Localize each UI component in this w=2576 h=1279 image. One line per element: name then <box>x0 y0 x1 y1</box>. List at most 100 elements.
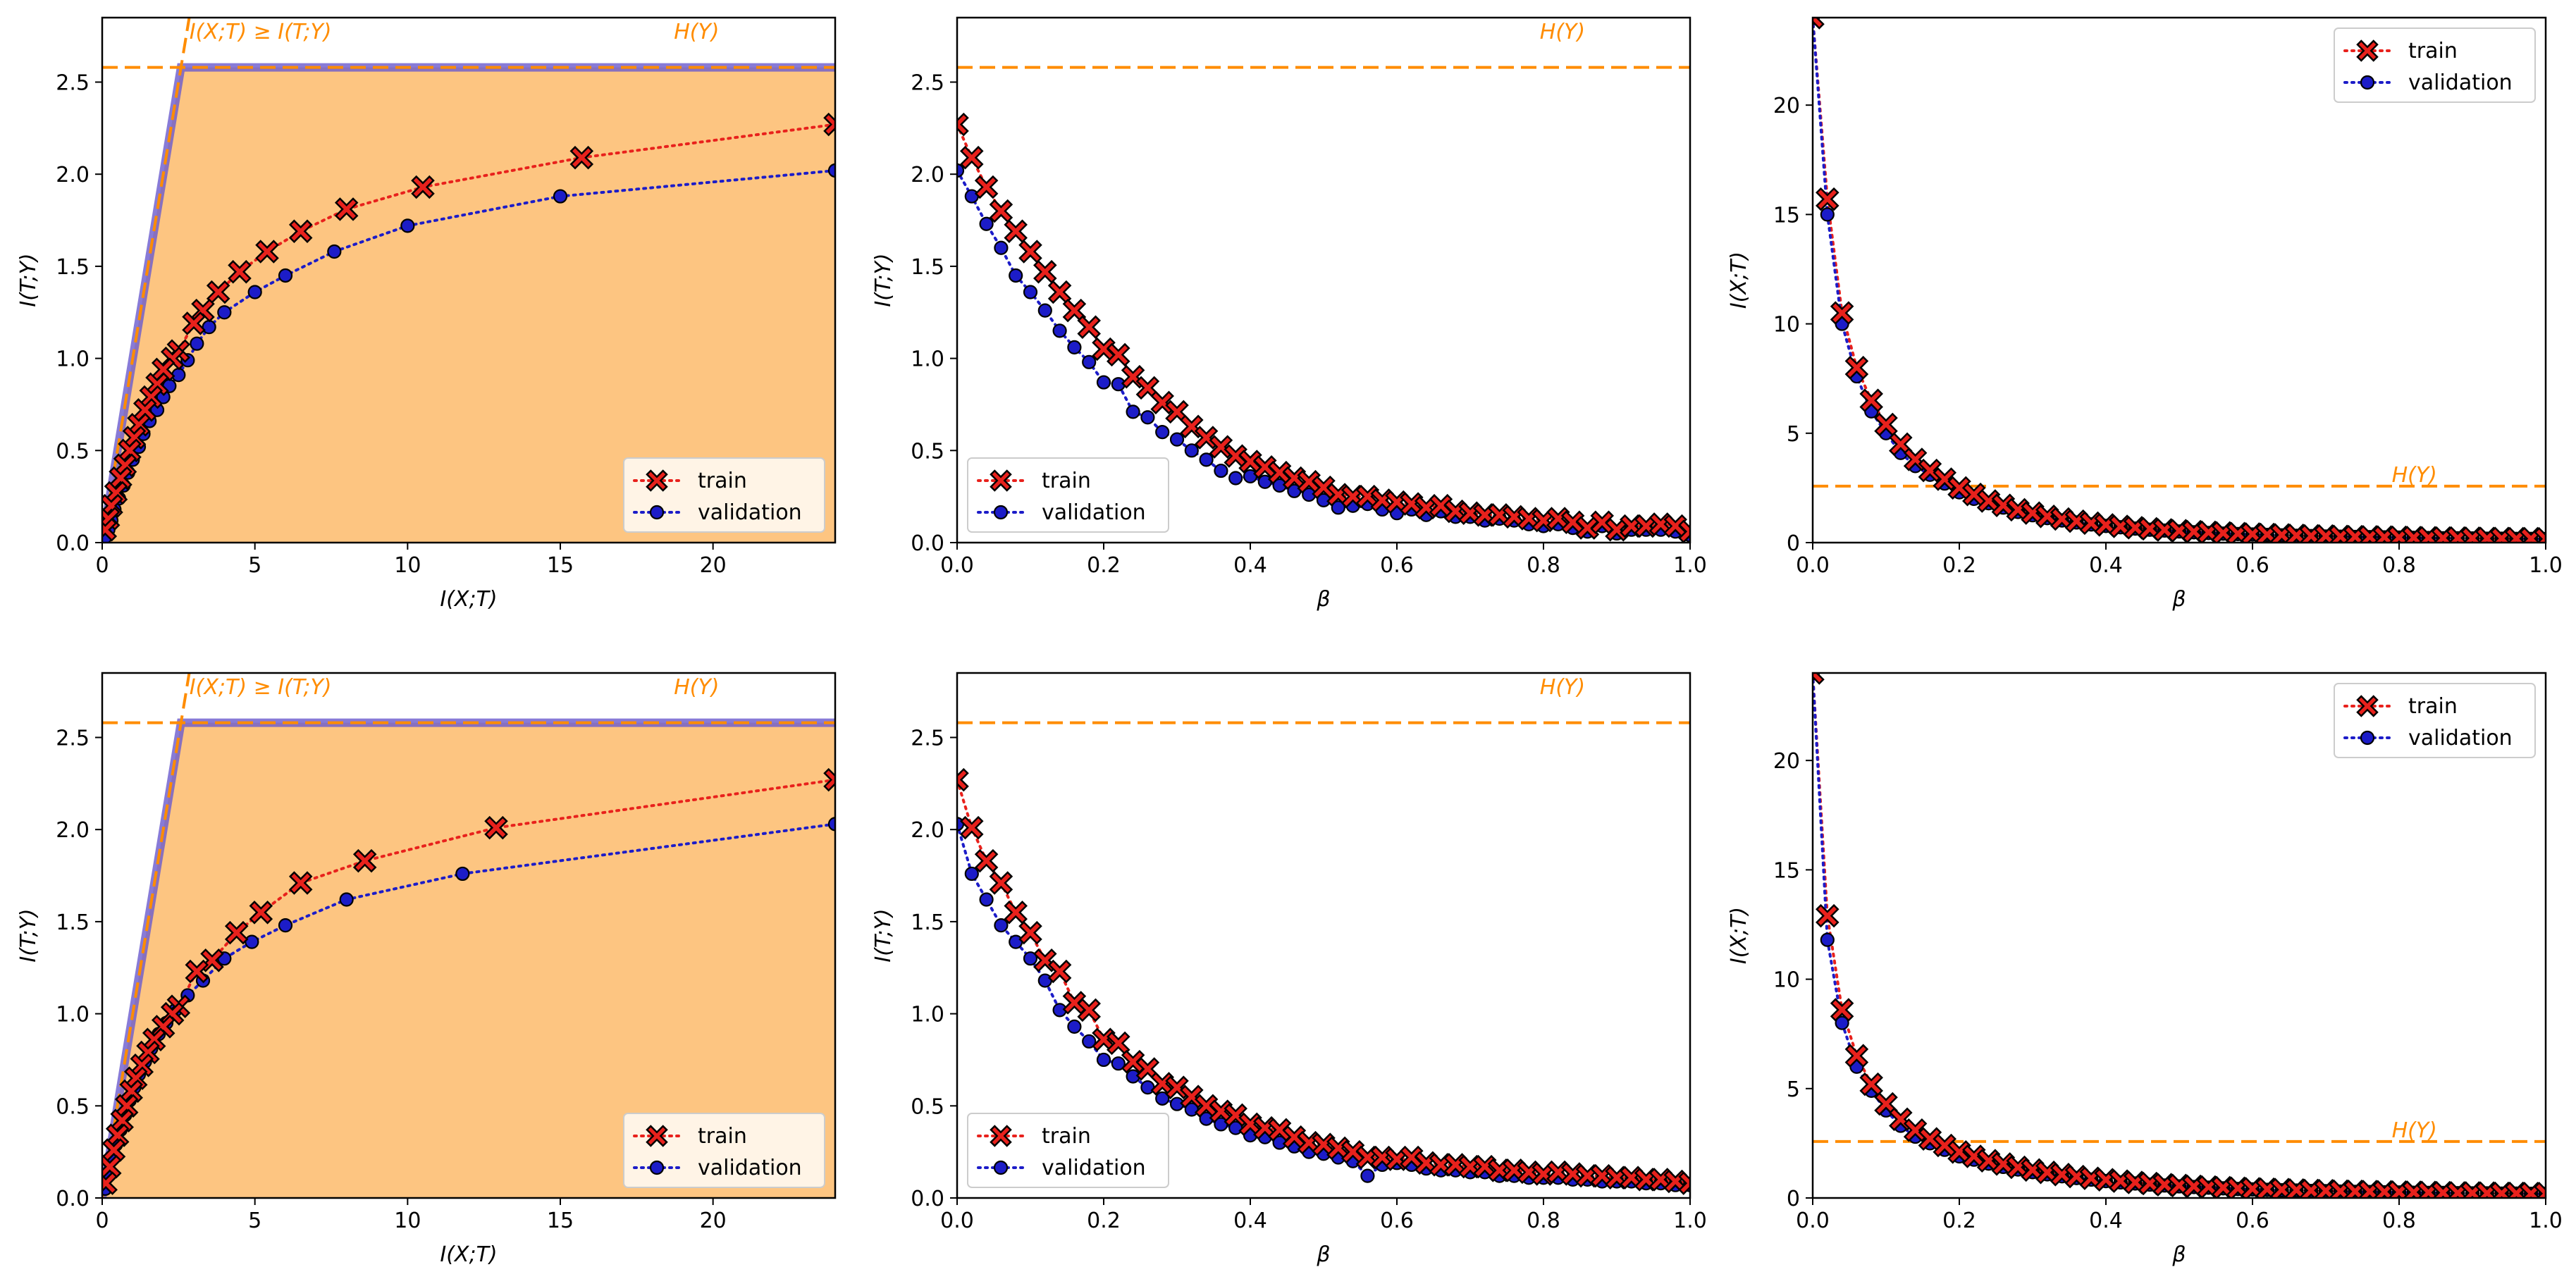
y-tick-label: 0.0 <box>911 1187 944 1211</box>
train-point <box>1830 301 1854 325</box>
legend-train-marker <box>646 469 668 492</box>
validation-point <box>202 320 216 335</box>
validation-point <box>1082 1034 1097 1049</box>
y-tick-label: 0.5 <box>911 439 944 464</box>
validation-point <box>1067 1019 1082 1034</box>
validation-point <box>217 305 232 320</box>
chart-r1c2: H(Y) 0.0 0.2 0.4 0.6 0.8 1.0 0 5 10 15 20 β I(X;T) tra… <box>1727 672 2563 1267</box>
legend-validation-label: validation <box>1042 1156 1146 1180</box>
y-tick-label: 1.0 <box>911 1003 944 1027</box>
plot-area <box>1813 673 2546 1198</box>
train-point <box>1844 355 1869 380</box>
legend-train-marker <box>2356 695 2379 717</box>
legend-train-label: train <box>698 469 747 493</box>
x-tick-label: 0.0 <box>1796 553 1830 578</box>
validation-point <box>1140 410 1155 425</box>
y-tick-label: 0.0 <box>911 531 944 556</box>
validation-point <box>979 216 994 231</box>
legend: train validation <box>623 457 825 533</box>
train-point <box>102 517 118 542</box>
validation-point <box>1009 934 1023 949</box>
validation-point <box>827 817 835 832</box>
train-point <box>1107 342 1130 367</box>
y-tick-label: 5 <box>1787 422 1800 447</box>
validation-point <box>245 934 259 949</box>
chart-r0c1: H(Y) 0.0 0.2 0.4 0.6 0.8 1.0 0.0 0.5 1.0 1.5 2.0 2.5… <box>871 16 1707 612</box>
x-tick-label: 0.0 <box>940 553 974 578</box>
legend-train-label: train <box>1042 1124 1091 1149</box>
y-tick-label: 20 <box>1773 94 1800 118</box>
train-point <box>119 1079 143 1104</box>
y-axis-label: I(T;Y) <box>16 253 41 307</box>
y-tick-label: 5 <box>1787 1077 1800 1102</box>
train-point <box>352 848 377 873</box>
validation-point <box>1037 973 1052 988</box>
train-point <box>1859 388 1883 412</box>
x-tick-label: 0.8 <box>1527 1209 1560 1233</box>
x-tick-label: 0.0 <box>940 1209 974 1233</box>
validation-point <box>1184 443 1199 458</box>
x-axis-label: I(X;T) <box>440 1242 497 1267</box>
train-point <box>1816 903 1839 928</box>
train-point <box>1678 1171 1690 1195</box>
legend-train-label: train <box>1042 469 1091 493</box>
legend-train-marker <box>990 1125 1012 1147</box>
legend-validation-marker <box>2360 75 2375 90</box>
legend-box <box>967 457 1169 533</box>
y-tick-label: 0.5 <box>56 1094 90 1119</box>
train-point <box>139 385 164 409</box>
legend: train validation <box>2334 27 2536 103</box>
legend: train validation <box>967 1113 1169 1188</box>
validation-point <box>1360 1168 1375 1183</box>
x-tick-label: 0.8 <box>2382 1209 2416 1233</box>
train-point <box>105 1123 130 1147</box>
axes-frame <box>1811 672 2547 1199</box>
x-axis-label: β <box>2171 1242 2186 1267</box>
train-point <box>957 112 969 137</box>
legend-validation-label: validation <box>698 500 802 525</box>
y-tick-label: 2.0 <box>911 163 944 187</box>
achievable-region <box>102 722 835 1198</box>
train-point <box>823 112 835 137</box>
train-point <box>142 1027 166 1051</box>
x-tick-label: 0.4 <box>1233 553 1267 578</box>
validation-point <box>1126 404 1140 419</box>
identity-line <box>102 673 191 1198</box>
plot-area <box>957 721 1690 1195</box>
train-point <box>484 815 508 840</box>
x-tick-label: 1.0 <box>1673 1209 1707 1233</box>
validation-point <box>827 163 835 178</box>
x-tick-label: 0.8 <box>2382 553 2416 578</box>
y-tick-label: 0.5 <box>56 439 90 464</box>
x-tick-label: 0.4 <box>2089 553 2123 578</box>
y-tick-label: 0.5 <box>911 1094 944 1119</box>
legend-validation-marker <box>993 1160 1009 1175</box>
validation-point <box>1214 463 1228 478</box>
y-axis-label: I(T;Y) <box>871 253 896 307</box>
validation-point <box>247 285 262 299</box>
y-tick-label: 0 <box>1787 531 1800 556</box>
validation-point <box>455 866 470 882</box>
train-point <box>1150 390 1174 415</box>
x-axis-label: β <box>2171 587 2186 612</box>
validation-point <box>1228 471 1243 486</box>
train-point <box>1018 240 1042 264</box>
plot-area <box>957 66 1690 543</box>
legend-box <box>967 1113 1169 1188</box>
validation-point <box>1199 452 1214 467</box>
validation-point <box>1169 432 1185 447</box>
y-tick-label: 15 <box>1773 203 1800 228</box>
train-point <box>974 848 999 873</box>
train-point <box>1165 1075 1189 1099</box>
y-tick-label: 2.0 <box>911 818 944 843</box>
legend-box <box>2334 683 2536 758</box>
x-tick-label: 1.0 <box>1673 553 1707 578</box>
train-point <box>133 398 157 422</box>
axes-frame <box>101 16 837 544</box>
train-point <box>1844 1044 1869 1068</box>
y-tick-label: 1.5 <box>56 255 90 280</box>
x-tick-label: 0 <box>95 553 109 578</box>
train-point <box>114 1094 139 1118</box>
x-tick-label: 1.0 <box>2529 553 2563 578</box>
train-point <box>2534 526 2546 543</box>
